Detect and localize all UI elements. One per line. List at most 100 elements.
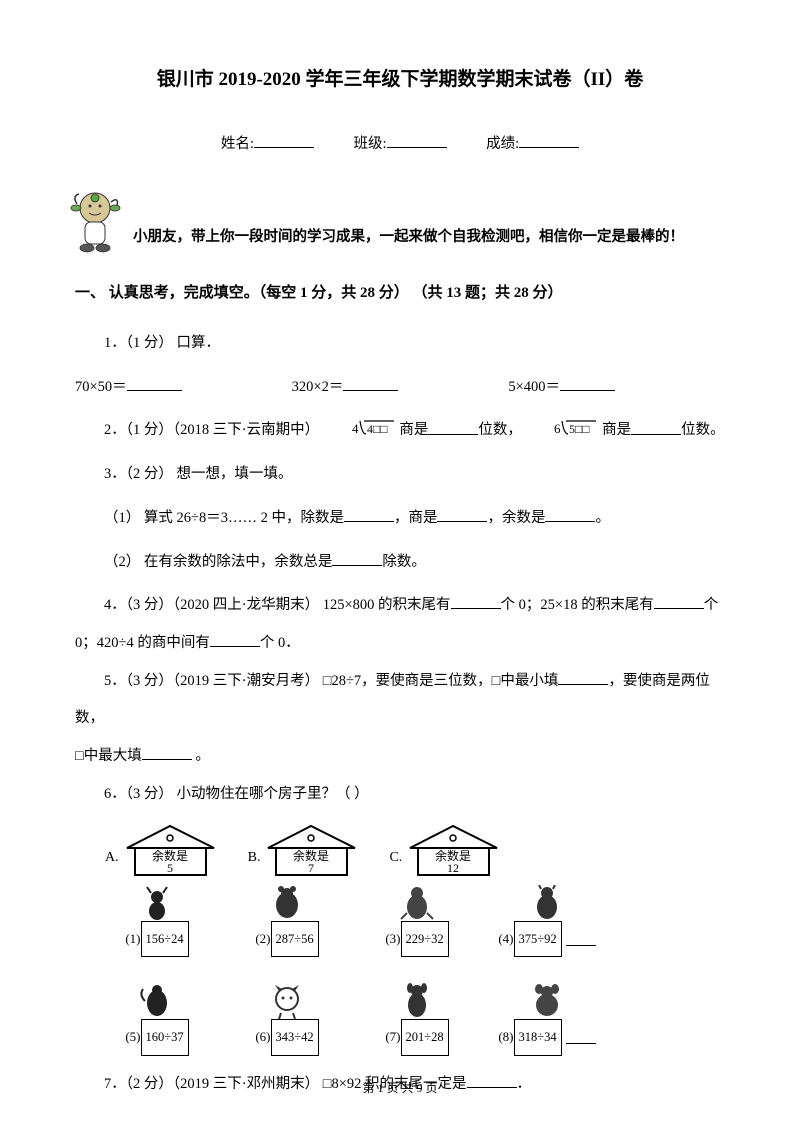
q3-1-blank1[interactable] (344, 508, 394, 522)
q4-blank3[interactable] (210, 633, 260, 647)
animal-number: (1) (125, 922, 140, 956)
q1-c: 5×400＝ (508, 379, 560, 395)
house-letter: A. (105, 840, 119, 876)
q2-pre: 2．（1 分）（2018 三下·云南期中） (104, 423, 319, 439)
longdiv-2-icon: 6 5□□ (525, 412, 598, 450)
animal-expr-box: 375÷92 (514, 921, 562, 958)
q2-mid1: 商是 (399, 423, 428, 439)
animal-number: (7) (385, 1020, 400, 1054)
house-icon: 余数是5 (123, 822, 218, 877)
animal-number: (6) (255, 1020, 270, 1054)
mascot-icon (67, 186, 127, 256)
q1-head: 1．（1 分） 口算． (75, 325, 725, 363)
animal-icon (137, 885, 177, 921)
animal-expr-box: 229÷32 (401, 921, 449, 958)
q3-2: （2） 在有余数的除法中，余数总是除数。 (75, 544, 725, 582)
animal-blank[interactable] (566, 932, 596, 946)
animal-number: (3) (385, 922, 400, 956)
q5-blank2[interactable] (142, 746, 192, 760)
animal-number: (4) (498, 922, 513, 956)
q1-c-blank[interactable] (560, 377, 615, 391)
q2-blank2[interactable] (631, 421, 681, 435)
class-label: 班级: (353, 136, 386, 152)
house-icon: 余数是7 (264, 822, 359, 877)
house-letter: C. (389, 840, 402, 876)
animal-number: (5) (125, 1020, 140, 1054)
animal-icon (527, 983, 567, 1019)
svg-text:4: 4 (352, 421, 359, 436)
house-letter: B. (248, 840, 261, 876)
animal-label-row: (6)343÷42 (255, 1019, 318, 1056)
animal-label-row: (5)160÷37 (125, 1019, 188, 1056)
animal-label-row: (3)229÷32 (385, 921, 448, 958)
animal-expr-box: 318÷34 (514, 1019, 562, 1056)
animal-icon (267, 885, 307, 921)
house-item: B.余数是7 (248, 822, 360, 877)
q2-mid4: 位数。 (681, 423, 725, 439)
q3-1-blank3[interactable] (545, 508, 595, 522)
q4-blank1[interactable] (451, 595, 501, 609)
animal-number: (2) (255, 922, 270, 956)
animal-item: (2)287÷56 (233, 885, 341, 958)
q1-a-blank[interactable] (127, 377, 182, 391)
animal-item: (4)375÷92 (493, 885, 601, 958)
q2: 2．（1 分）（2018 三下·云南期中） 4 4□□ 商是 位数， 6 5□□ 商是… (75, 412, 725, 450)
q2-mid2: 位数， (478, 423, 522, 439)
page-footer: 第 1 页 共 9 页 (0, 1073, 800, 1104)
score-label: 成绩: (486, 136, 519, 152)
q4-blank2[interactable] (654, 595, 704, 609)
page-title: 银川市 2019-2020 学年三年级下学期数学期末试卷（II）卷 (75, 55, 725, 104)
animal-label-row: (4)375÷92 (498, 921, 595, 958)
q4: 4．（3 分）（2020 四上·龙华期末） 125×800 的积末尾有个 0；2… (75, 587, 725, 662)
animal-item: (6)343÷42 (233, 983, 341, 1056)
animal-expr-box: 160÷37 (141, 1019, 189, 1056)
animals-grid: (1)156÷24 (2)287÷56 (3)229÷32 (4)375÷92 (5)1… (103, 885, 663, 1056)
animal-label-row: (7)201÷28 (385, 1019, 448, 1056)
animal-icon (397, 983, 437, 1019)
class-blank[interactable] (387, 134, 447, 148)
section-heading: 一、 认真思考，完成填空。（每空 1 分，共 28 分） （共 13 题；共 2… (75, 274, 725, 313)
animal-icon (527, 885, 567, 921)
q3-head: 3．（2 分） 想一想，填一填。 (75, 456, 725, 494)
q3-1-blank2[interactable] (437, 508, 487, 522)
house-item: A.余数是5 (105, 822, 218, 877)
animal-icon (137, 983, 177, 1019)
name-label: 姓名: (221, 136, 254, 152)
animal-blank[interactable] (566, 1030, 596, 1044)
q2-blank1[interactable] (428, 421, 478, 435)
longdiv-1-icon: 4 4□□ (323, 412, 396, 450)
info-fields: 姓名: 班级: 成绩: (75, 126, 725, 164)
animal-icon (267, 983, 307, 1019)
animal-number: (8) (498, 1020, 513, 1054)
animal-expr-box: 287÷56 (271, 921, 319, 958)
svg-text:5: 5 (167, 861, 173, 875)
animal-item: (1)156÷24 (103, 885, 211, 958)
q3-1: （1） 算式 26÷8＝3…… 2 中，除数是，商是，余数是。 (75, 500, 725, 538)
q3-2-blank[interactable] (332, 552, 382, 566)
name-blank[interactable] (254, 134, 314, 148)
animal-expr-box: 201÷28 (401, 1019, 449, 1056)
svg-text:4□□: 4□□ (367, 422, 388, 436)
animal-label-row: (2)287÷56 (255, 921, 318, 958)
animal-label-row: (8)318÷34 (498, 1019, 595, 1056)
animal-item: (8)318÷34 (493, 983, 601, 1056)
animal-label-row: (1)156÷24 (125, 921, 188, 958)
q1-row: 70×50＝ 320×2＝ 5×400＝ (75, 369, 725, 407)
svg-text:12: 12 (447, 861, 459, 875)
svg-text:7: 7 (308, 861, 314, 875)
intro-row: 小朋友，带上你一段时间的学习成果，一起来做个自我检测吧，相信你一定是最棒的！ (75, 186, 725, 256)
q1-b-blank[interactable] (343, 377, 398, 391)
animal-item: (7)201÷28 (363, 983, 471, 1056)
svg-text:5□□: 5□□ (569, 422, 590, 436)
q1-b: 320×2＝ (292, 379, 344, 395)
q2-mid3: 商是 (602, 423, 631, 439)
animal-item: (3)229÷32 (363, 885, 471, 958)
q5-blank1[interactable] (558, 671, 608, 685)
score-blank[interactable] (519, 134, 579, 148)
q5: 5．（3 分）（2019 三下·潮安月考） □28÷7，要使商是三位数，□中最小… (75, 663, 725, 776)
q6-head: 6．（3 分） 小动物住在哪个房子里？（ ） (75, 776, 725, 814)
houses-row: A.余数是5 B.余数是7 C.余数是12 (105, 822, 725, 877)
animal-expr-box: 343÷42 (271, 1019, 319, 1056)
house-item: C.余数是12 (389, 822, 501, 877)
svg-text:6: 6 (554, 421, 561, 436)
